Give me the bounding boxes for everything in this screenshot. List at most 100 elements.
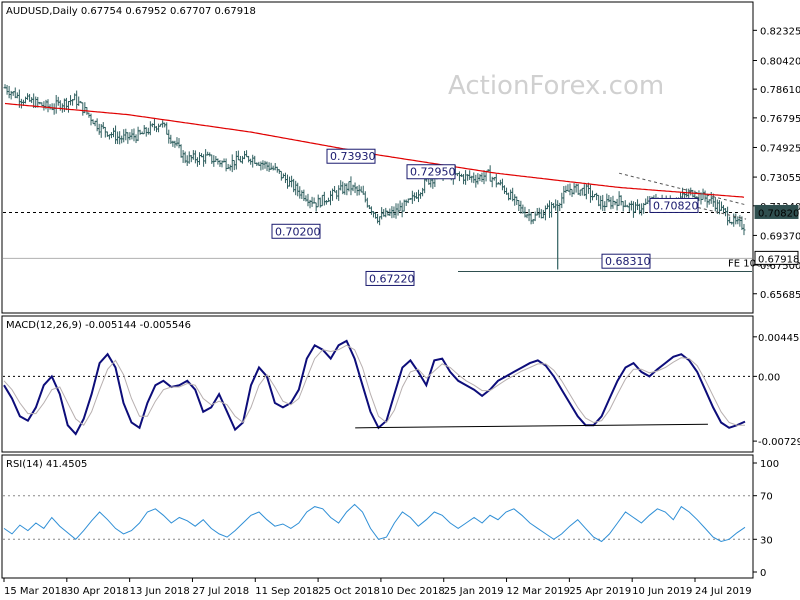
x-tick-label: 10 Jun 2019 — [632, 586, 692, 597]
price-bar — [81, 102, 85, 116]
price-bar — [509, 189, 513, 200]
price-bar — [261, 160, 265, 170]
price-bar — [611, 195, 615, 209]
price-bar — [144, 127, 148, 137]
price-bar — [552, 203, 556, 209]
price-bar — [468, 170, 472, 180]
price-bar — [132, 128, 136, 142]
price-bar — [472, 172, 476, 184]
macd-support-line — [355, 423, 708, 429]
price-bar — [236, 150, 240, 161]
macd-layer — [3, 339, 752, 436]
price-bar — [167, 129, 171, 144]
x-tick-label: 24 Jul 2019 — [695, 586, 752, 597]
price-bar — [9, 90, 13, 100]
pivot-label: 0.68310 — [605, 255, 651, 268]
price-bar — [26, 93, 30, 100]
price-bar — [394, 203, 398, 219]
price-bar — [742, 223, 746, 236]
price-bar — [619, 195, 623, 206]
price-bar — [224, 158, 228, 172]
price-bar — [617, 191, 621, 206]
price-bar — [191, 150, 195, 160]
price-y-tick-label: 0.67500 — [760, 261, 800, 272]
fib-label: FE 100.0 — [728, 258, 772, 269]
price-bar — [474, 174, 478, 188]
price-y-tick-label: 0.78610 — [760, 85, 800, 96]
price-bar — [304, 195, 308, 202]
price-bar — [23, 96, 27, 104]
price-y-tick-label: 0.65685 — [760, 290, 800, 301]
price-bar — [179, 144, 183, 158]
x-tick-label: 13 Jun 2018 — [130, 586, 190, 597]
price-bar — [91, 119, 95, 125]
macd-line — [3, 339, 746, 436]
price-bar — [390, 206, 394, 219]
price-bar — [378, 216, 382, 226]
price-bar — [269, 162, 273, 170]
price-bar — [48, 104, 52, 110]
price-bar — [187, 151, 191, 164]
price-bar — [328, 190, 332, 206]
price-bar — [73, 93, 77, 101]
price-bar — [245, 150, 249, 158]
price-bar — [322, 191, 326, 206]
price-bar — [566, 184, 570, 192]
price-bar — [631, 201, 635, 218]
price-bar — [165, 122, 169, 135]
rsi-line — [3, 503, 746, 543]
price-axis-badge-label: 0.67918 — [758, 254, 799, 265]
macd-panel-title: MACD(12,26,9) -0.005144 -0.005546 — [6, 320, 191, 331]
price-bar — [56, 96, 60, 106]
price-bar — [480, 172, 484, 183]
pivot-label-box — [601, 253, 651, 269]
price-bar — [398, 200, 402, 212]
price-bar — [457, 171, 461, 182]
price-bar — [629, 200, 633, 211]
rsi-y-tick-label: 30 — [760, 535, 773, 546]
price-bar — [296, 182, 300, 197]
price-y-tick-label: 0.82325 — [760, 26, 800, 37]
price-bar — [431, 178, 435, 189]
price-bar — [316, 194, 320, 208]
price-bar — [636, 199, 640, 211]
price-bar — [576, 183, 580, 195]
price-bar — [494, 173, 498, 188]
price-bar — [210, 154, 214, 164]
pivot-label: 0.70200 — [275, 225, 321, 238]
price-bar — [349, 176, 353, 196]
price-bar — [588, 184, 592, 203]
price-layer: FE 100.0 0.73930 0.70200 0.67220 0.72950 0.70… — [3, 84, 772, 286]
price-bar — [114, 125, 118, 144]
price-bar — [605, 193, 609, 208]
price-bar — [146, 127, 150, 135]
price-bar — [101, 122, 105, 130]
price-bar — [152, 118, 156, 131]
price-bar — [726, 206, 730, 226]
price-bar — [109, 132, 113, 139]
price-bar — [30, 97, 34, 104]
price-bar — [112, 127, 116, 138]
price-bar — [253, 155, 257, 164]
price-bar — [116, 131, 120, 145]
pivot-label-box — [649, 197, 699, 213]
channel-line-mid — [680, 202, 747, 220]
price-bar — [646, 196, 650, 204]
rsi-y-tick-label: 0 — [760, 568, 766, 579]
price-bar — [279, 170, 283, 181]
price-bar — [294, 180, 298, 196]
price-bar — [615, 198, 619, 211]
price-y-tick-label: 0.69370 — [760, 231, 800, 242]
price-bar — [484, 170, 488, 182]
price-axis-badge-label: 0.70820 — [758, 208, 799, 219]
price-bar — [75, 90, 79, 109]
price-bar — [713, 196, 717, 211]
x-tick-label: 15 Mar 2018 — [4, 586, 67, 597]
price-bar — [204, 149, 208, 164]
pivot-label: 0.73930 — [330, 150, 376, 163]
pivot-label-box — [365, 270, 415, 286]
price-bar — [347, 181, 351, 192]
price-bar — [539, 209, 543, 219]
price-axis-badge — [754, 250, 799, 265]
